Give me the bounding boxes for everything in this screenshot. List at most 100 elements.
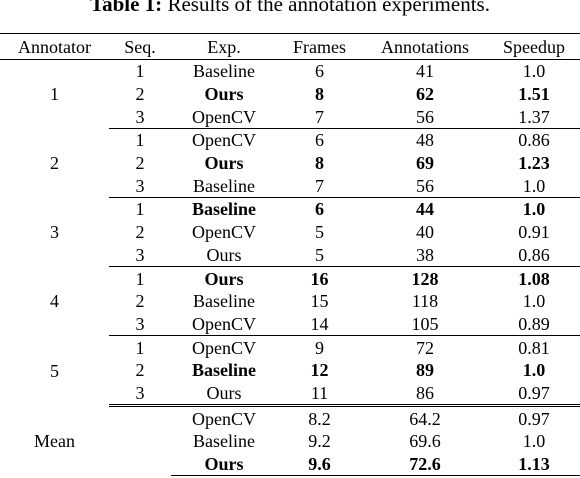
- exp-cell: Ours: [171, 452, 277, 477]
- exp-cell: Ours: [204, 268, 244, 289]
- mean-group: Mean OpenCV 8.2 64.2 0.97 Baseline 9.2 69.6 1.0 O…: [0, 406, 580, 477]
- empty-seq-cell: [109, 406, 171, 476]
- speedup-cell: 1.0: [522, 61, 546, 82]
- table-row: 2 Baseline 12 89 1.0: [0, 359, 580, 382]
- annotator-cell: 5: [50, 360, 59, 381]
- annotations-cell: 62: [416, 84, 434, 105]
- seq-cell: 3: [109, 174, 171, 199]
- annotations-cell: 56: [362, 105, 488, 130]
- annotations-cell: 89: [416, 360, 434, 381]
- annotator-group: 2 1 OpenCV 6 48 0.86 2 Ours 8 69 1.23 3 Baseline 7 56 1…: [0, 129, 580, 199]
- annotator-cell: 1: [50, 84, 59, 105]
- annotations-cell: 128: [411, 268, 439, 289]
- frames-cell: 8: [315, 84, 324, 105]
- frames-cell: 11: [277, 381, 362, 408]
- exp-cell: Ours: [204, 153, 244, 174]
- annotator-group: 3 1 Baseline 6 44 1.0 2 OpenCV 5 40 0.91 3 Ours 5 38 0.…: [0, 198, 580, 268]
- speedup-cell: 1.23: [518, 153, 550, 174]
- exp-cell: Baseline: [193, 61, 255, 82]
- table-row: 3 OpenCV 14 105 0.89: [0, 312, 580, 337]
- frames-cell: 7: [277, 105, 362, 130]
- frames-cell: 9.2: [308, 431, 331, 452]
- seq-cell: 1: [135, 268, 145, 289]
- frames-cell: 8: [315, 153, 324, 174]
- annotator-group: 5 1 OpenCV 9 72 0.81 2 Baseline 12 89 1.0 3 Ours 11 86…: [0, 336, 580, 408]
- annotations-cell: 64.2: [409, 408, 441, 429]
- annotator-cell: 4: [50, 291, 59, 312]
- table-caption: Table 1: Results of the annotation exper…: [0, 0, 580, 17]
- seq-cell: 2: [135, 222, 145, 243]
- table-row: 2 1 OpenCV 6 48 0.86: [0, 129, 580, 173]
- mean-label-cell: Mean: [34, 430, 75, 451]
- exp-cell: OpenCV: [192, 222, 256, 243]
- header-annotator: Annotator: [0, 33, 109, 60]
- speedup-cell: 0.97: [518, 408, 550, 429]
- frames-cell: 6: [315, 130, 324, 151]
- table-row: 5 1 OpenCV 9 72 0.81: [0, 336, 580, 381]
- speedup-cell: 1.0: [488, 174, 580, 199]
- header-annotations: Annotations: [362, 33, 488, 60]
- seq-cell: 2: [135, 153, 145, 174]
- speedup-cell: 0.86: [518, 130, 550, 151]
- speedup-cell: 0.91: [518, 222, 550, 243]
- frames-cell: 7: [277, 174, 362, 199]
- frames-cell: 8.2: [308, 408, 331, 429]
- table-row: Mean OpenCV 8.2 64.2 0.97: [0, 406, 580, 451]
- frames-cell: 15: [310, 291, 329, 312]
- seq-cell: 1: [135, 130, 145, 151]
- frames-cell: 6: [315, 199, 324, 220]
- table-row: 3 Ours 11 86 0.97: [0, 381, 580, 408]
- seq-cell: 2: [135, 291, 145, 312]
- speedup-cell: 1.0: [522, 431, 546, 452]
- exp-cell: OpenCV: [192, 130, 256, 151]
- seq-cell: 3: [109, 381, 171, 408]
- speedup-cell: 0.86: [488, 243, 580, 268]
- annotations-cell: 41: [416, 61, 434, 82]
- seq-cell: 3: [109, 312, 171, 337]
- caption-label: Table 1:: [90, 0, 163, 16]
- frames-cell: 5: [277, 243, 362, 268]
- table-row: 3 Ours 5 38 0.86: [0, 243, 580, 268]
- annotator-cell: 2: [50, 153, 59, 174]
- annotations-cell: 69: [416, 153, 434, 174]
- seq-cell: 3: [109, 105, 171, 130]
- table-row: Ours 9.6 72.6 1.13: [0, 452, 580, 477]
- results-table: Annotator Seq. Exp. Frames Annotations S…: [0, 33, 580, 477]
- annotations-cell: 40: [416, 222, 434, 243]
- caption-text: Results of the annotation experiments.: [162, 0, 490, 16]
- annotations-cell: 72.6: [362, 452, 488, 477]
- header-row: Annotator Seq. Exp. Frames Annotations S…: [0, 33, 580, 60]
- annotator-group: 1 1 Baseline 6 41 1.0 2 Ours 8 62 1.51 3 OpenCV 7 56 1.…: [0, 60, 580, 130]
- seq-cell: 1: [135, 61, 145, 82]
- annotations-cell: 56: [362, 174, 488, 199]
- seq-cell: 2: [135, 84, 145, 105]
- frames-cell: 9.6: [277, 452, 362, 477]
- annotations-cell: 38: [362, 243, 488, 268]
- annotations-cell: 86: [362, 381, 488, 408]
- speedup-cell: 1.0: [522, 199, 546, 220]
- frames-cell: 9: [315, 337, 324, 358]
- frames-cell: 14: [277, 312, 362, 337]
- header-speedup: Speedup: [488, 33, 580, 60]
- seq-cell: 3: [109, 243, 171, 268]
- header-exp: Exp.: [171, 33, 277, 60]
- table-row: 2 Ours 8 62 1.51: [0, 83, 580, 106]
- speedup-cell: 1.08: [518, 268, 550, 289]
- header-frames: Frames: [277, 33, 362, 60]
- speedup-cell: 1.51: [518, 84, 550, 105]
- speedup-cell: 0.97: [488, 381, 580, 408]
- seq-cell: 1: [135, 199, 145, 220]
- table-row: 3 1 Baseline 6 44 1.0: [0, 198, 580, 242]
- annotator-cell: 3: [50, 222, 59, 243]
- table-row: 1 1 Baseline 6 41 1.0: [0, 60, 580, 104]
- exp-cell: Baseline: [171, 174, 277, 199]
- exp-cell: Baseline: [191, 360, 256, 381]
- speedup-cell: 0.81: [518, 337, 550, 358]
- annotations-cell: 118: [411, 291, 439, 312]
- speedup-cell: 1.0: [522, 360, 546, 381]
- annotations-cell: 69.6: [409, 431, 441, 452]
- exp-cell: OpenCV: [192, 408, 256, 429]
- annotations-cell: 72: [416, 337, 434, 358]
- table-row: 4 1 Ours 16 128 1.08: [0, 267, 580, 312]
- exp-cell: Ours: [204, 84, 244, 105]
